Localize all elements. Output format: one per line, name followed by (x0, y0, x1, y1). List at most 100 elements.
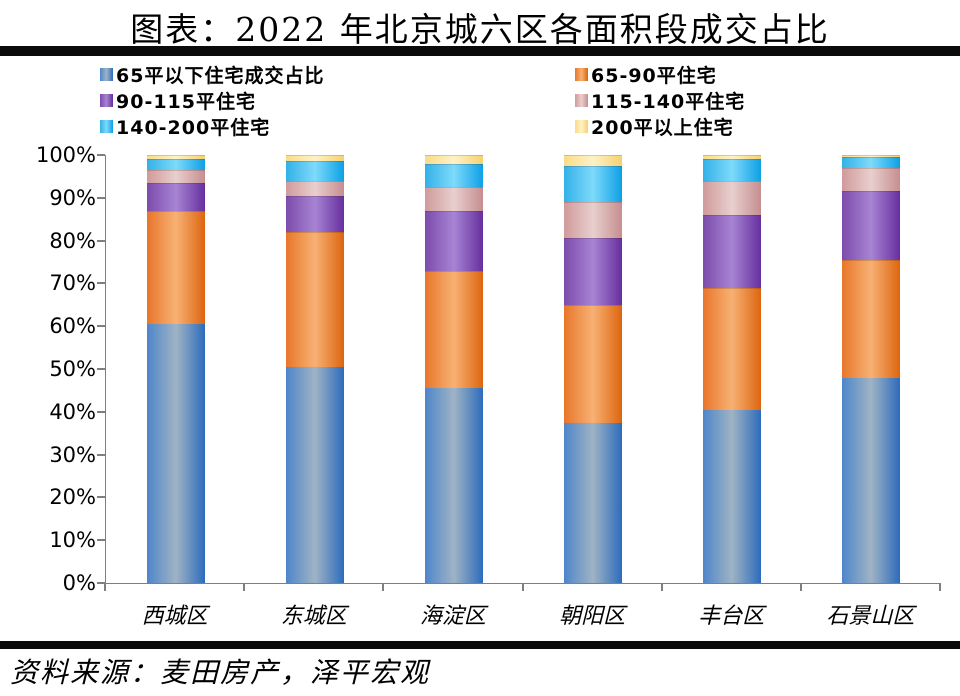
bar-segment (703, 287, 762, 410)
y-tick-mark (97, 539, 105, 542)
legend-swatch-icon (100, 119, 113, 133)
y-tick-mark (97, 154, 105, 156)
bar-segment (564, 165, 623, 203)
legend-label: 200平以上住宅 (591, 116, 734, 139)
bar-segment (703, 155, 762, 160)
legend-swatch-icon (575, 67, 588, 81)
legend-item: 115-140平住宅 (575, 87, 860, 113)
bar-segment (842, 191, 901, 260)
legend-item: 200平以上住宅 (575, 113, 860, 139)
y-tick-mark (97, 582, 105, 584)
y-tick-mark (97, 496, 105, 499)
bar-segment (146, 170, 205, 183)
y-tick-mark (97, 410, 105, 413)
legend-item: 140-200平住宅 (100, 113, 575, 139)
y-tick-label: 70% (49, 271, 96, 296)
x-category-label: 海淀区 (419, 604, 486, 629)
legend: 65平以下住宅成交占比 65-90平住宅 90-115平住宅 115-140平住宅 14… (100, 61, 860, 139)
bar-segment (564, 155, 623, 166)
x-category-label: 石景山区 (826, 604, 915, 629)
y-tick-label: 20% (49, 485, 96, 510)
source-note: 资料来源：麦田房产，泽平宏观 (10, 656, 431, 689)
stacked-bar-石景山区 (842, 155, 901, 583)
bar-segment (424, 388, 483, 583)
legend-item: 65-90平住宅 (575, 61, 860, 87)
x-tick-mark (521, 584, 524, 591)
bar-segment (285, 180, 344, 196)
bar-segment (842, 259, 901, 378)
bar-segment (285, 366, 344, 583)
bottom-divider (0, 641, 960, 649)
bar-segment (703, 180, 762, 215)
stacked-bar-西城区 (146, 155, 205, 583)
y-tick-label: 30% (49, 442, 96, 467)
y-tick-label: 60% (49, 314, 96, 339)
chart-title: 图表：2022 年北京城六区各面积段成交占比 (130, 10, 830, 49)
x-tick-mark (799, 584, 802, 591)
legend-swatch-icon (100, 93, 113, 107)
stacked-bar-丰台区 (703, 155, 762, 583)
bar-segment (842, 157, 901, 168)
bar-segment (146, 210, 205, 325)
y-tick-mark (97, 282, 105, 285)
bar-segment (703, 214, 762, 288)
y-tick-mark (97, 196, 105, 199)
x-tick-mark (660, 584, 663, 591)
bar-segment (564, 422, 623, 583)
y-tick-label: 80% (49, 228, 96, 253)
y-tick-mark (97, 368, 105, 370)
legend-swatch-icon (100, 67, 113, 81)
legend-label: 65平以下住宅成交占比 (116, 64, 325, 87)
bar-segment (703, 409, 762, 583)
x-category-label: 丰台区 (698, 604, 765, 629)
x-category-label: 东城区 (280, 604, 347, 629)
y-tick-label: 0% (62, 571, 96, 595)
x-tick-mark (939, 584, 941, 591)
x-category-label: 朝阳区 (559, 604, 626, 629)
stacked-bar-东城区 (285, 155, 344, 583)
bar-segment (842, 167, 901, 192)
legend-label: 90-115平住宅 (116, 90, 256, 113)
y-tick-mark (97, 325, 105, 328)
bar-segment (424, 155, 483, 164)
y-tick-mark (97, 239, 105, 242)
legend-swatch-icon (575, 119, 588, 133)
y-tick-label: 90% (49, 185, 96, 210)
bar-segment (564, 238, 623, 305)
bar-segment (146, 159, 205, 171)
x-tick-mark (243, 584, 246, 591)
legend-label: 115-140平住宅 (591, 90, 746, 113)
bar-segment (564, 202, 623, 239)
plot-area (105, 155, 941, 584)
legend-item: 90-115平住宅 (100, 87, 575, 113)
y-tick-mark (97, 453, 105, 456)
bar-segment (842, 377, 901, 583)
y-tick-label: 100% (35, 143, 96, 167)
bar-segment (424, 210, 483, 271)
stacked-bar-朝阳区 (564, 155, 623, 583)
bar-segment (146, 155, 205, 160)
bar-segment (285, 195, 344, 233)
bar-segment (424, 163, 483, 188)
bar-segment (146, 324, 205, 583)
y-tick-label: 10% (49, 528, 96, 553)
bar-segment (285, 155, 344, 162)
x-tick-mark (382, 584, 385, 591)
x-tick-mark (104, 584, 106, 591)
bar-segment (703, 159, 762, 181)
x-category-label: 西城区 (141, 604, 208, 629)
stacked-bar-海淀区 (424, 155, 483, 583)
top-divider (0, 46, 960, 56)
bar-segment (424, 270, 483, 389)
bar-segment (285, 161, 344, 181)
bar-segment (285, 232, 344, 367)
legend-label: 65-90平住宅 (591, 64, 717, 87)
y-tick-label: 40% (49, 399, 96, 424)
legend-swatch-icon (575, 93, 588, 107)
bar-segment (842, 155, 901, 158)
bar-segment (146, 182, 205, 211)
y-tick-label: 50% (49, 357, 96, 381)
bar-segment (424, 187, 483, 211)
legend-label: 140-200平住宅 (116, 116, 271, 139)
